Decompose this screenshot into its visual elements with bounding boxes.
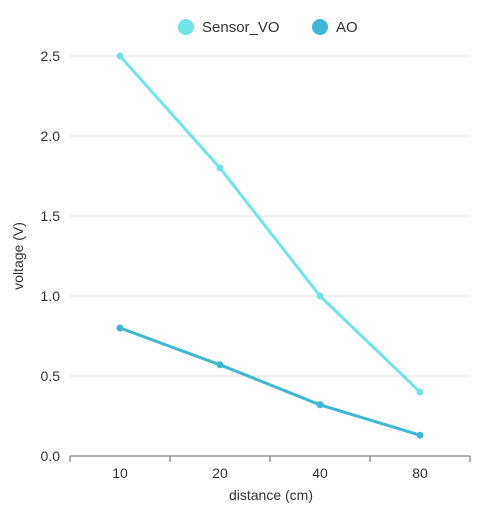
data-point[interactable] [416, 388, 424, 396]
x-tick-label: 40 [312, 465, 328, 481]
y-tick-label: 2.5 [41, 48, 61, 64]
axes: 0.0 0.5 1.0 1.5 2.0 2.5 10 20 40 80 [41, 48, 471, 481]
legend-label: Sensor_VO [202, 19, 280, 36]
data-point[interactable] [216, 164, 224, 172]
data-point[interactable] [216, 361, 224, 369]
y-tick-label: 0.5 [41, 368, 61, 384]
x-axis-title: distance (cm) [229, 487, 313, 503]
legend-label: AO [336, 19, 358, 36]
data-point[interactable] [316, 401, 324, 409]
data-point[interactable] [416, 431, 424, 439]
data-point[interactable] [116, 324, 124, 332]
x-tick-label: 80 [412, 465, 428, 481]
series-line-sensor-vo [118, 54, 422, 394]
legend-swatch [178, 19, 194, 35]
y-tick-label: 2.0 [41, 128, 61, 144]
x-tick-label: 20 [212, 465, 228, 481]
y-tick-label: 1.5 [41, 208, 61, 224]
y-tick-label: 1.0 [41, 288, 61, 304]
x-tick-label: 10 [112, 465, 128, 481]
legend: Sensor_VO AO [178, 19, 358, 36]
y-axis-title: voltage (V) [10, 222, 26, 290]
data-point[interactable] [116, 52, 124, 60]
legend-swatch [312, 19, 328, 35]
gridlines [70, 55, 470, 377]
series-line-ao [118, 326, 422, 437]
y-tick-label: 0.0 [41, 448, 61, 464]
series-group [116, 52, 424, 439]
data-point[interactable] [316, 292, 324, 300]
